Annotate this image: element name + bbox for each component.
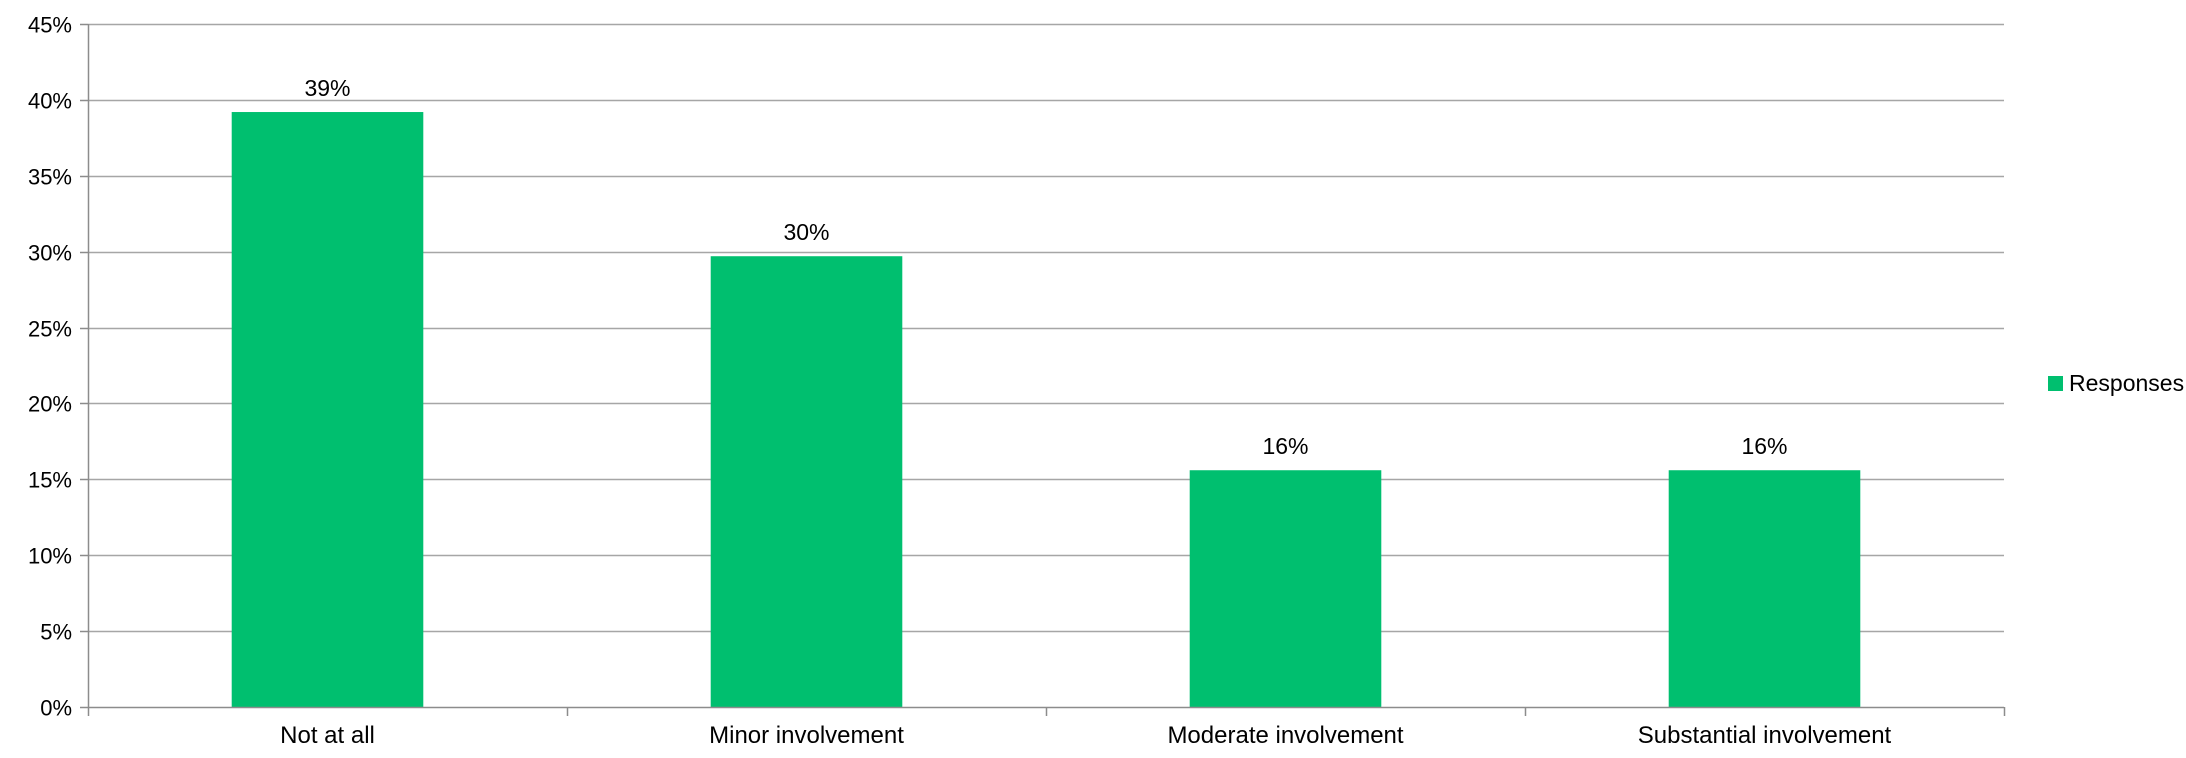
data-label: 30%: [783, 219, 829, 245]
data-label: 16%: [1741, 433, 1787, 459]
bar: [1189, 470, 1382, 707]
y-tick-label: 0%: [40, 696, 72, 721]
legend-swatch: [2048, 376, 2063, 391]
axes: [80, 23, 2006, 716]
y-tick-label: 20%: [28, 392, 72, 417]
y-tick-label: 40%: [28, 89, 72, 114]
legend: Responses: [2048, 370, 2184, 396]
labels: 0% 5% 10% 15% 20% 25% 30% 35% 40% 45% 39% Not at al…: [28, 13, 1892, 750]
x-category-label: Moderate involvement: [1167, 722, 1403, 749]
bar: [710, 256, 903, 707]
x-category-label: Substantial involvement: [1638, 722, 1892, 749]
y-tick-label: 5%: [40, 620, 72, 645]
bars: [231, 112, 1861, 707]
x-category-label: Minor involvement: [709, 722, 904, 749]
y-tick-label: 10%: [28, 544, 72, 569]
data-label: 16%: [1262, 433, 1308, 459]
y-tick-label: 25%: [28, 317, 72, 342]
legend-label: Responses: [2069, 370, 2184, 396]
y-tick-label: 15%: [28, 468, 72, 493]
bar: [231, 112, 424, 707]
bar: [1668, 470, 1861, 707]
y-tick-label: 30%: [28, 241, 72, 266]
x-category-label: Not at all: [280, 722, 375, 749]
data-label: 39%: [304, 75, 350, 101]
y-tick-label: 45%: [28, 13, 72, 38]
y-tick-label: 35%: [28, 165, 72, 190]
